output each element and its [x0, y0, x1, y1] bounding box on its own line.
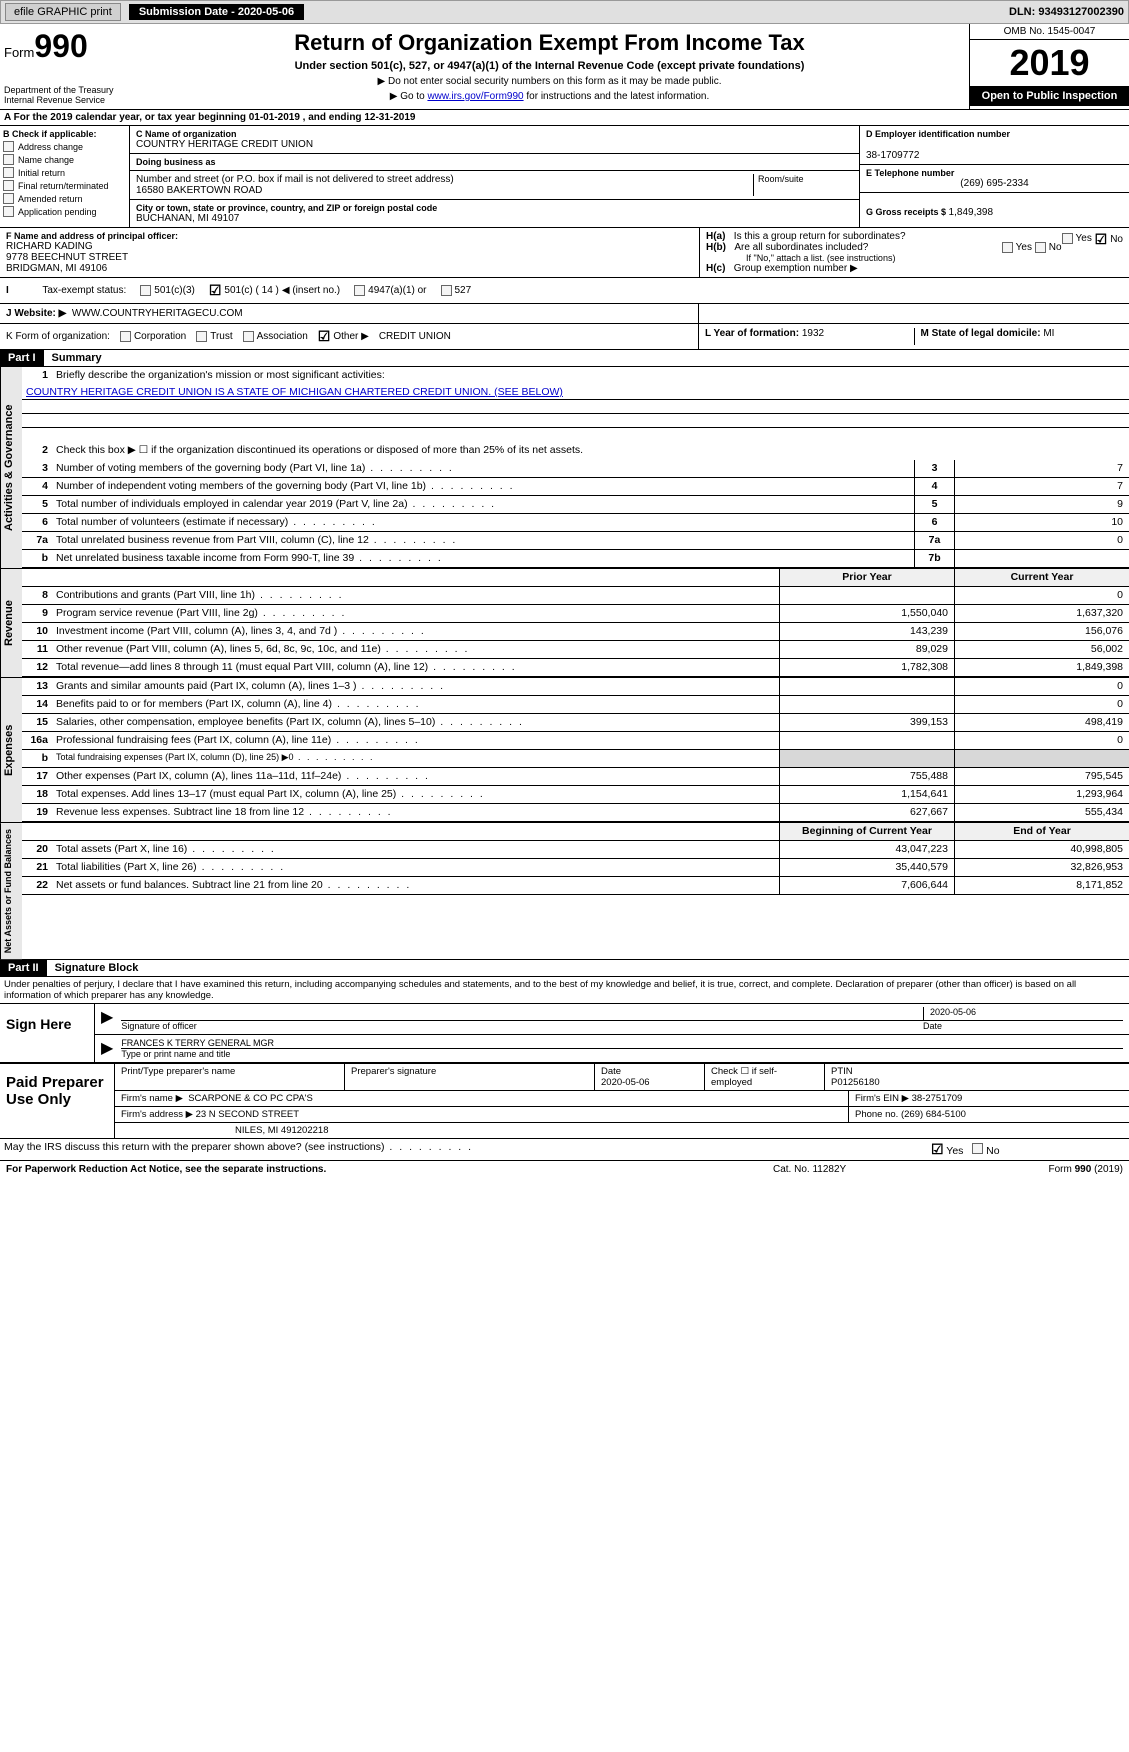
section-b-through-g: B Check if applicable: Address change Na… — [0, 126, 1129, 228]
discuss-row: May the IRS discuss this return with the… — [0, 1138, 1129, 1161]
dept-treasury: Department of the Treasury Internal Reve… — [4, 85, 126, 105]
sign-date: 2020-05-06 — [923, 1007, 1123, 1020]
table-row: 11Other revenue (Part VIII, column (A), … — [22, 641, 1129, 659]
form-number: Form990 — [4, 28, 126, 65]
chk-address-change[interactable] — [3, 141, 14, 152]
org-name-box: C Name of organization COUNTRY HERITAGE … — [130, 126, 859, 154]
phone-box: E Telephone number (269) 695-2334 — [860, 165, 1129, 193]
line-a-tax-year: A For the 2019 calendar year, or tax yea… — [0, 110, 1129, 126]
paid-preparer-section: Paid Preparer Use Only Print/Type prepar… — [0, 1063, 1129, 1138]
col-b-checkboxes: B Check if applicable: Address change Na… — [0, 126, 130, 227]
form-header: Form990 Department of the Treasury Inter… — [0, 24, 1129, 110]
chk-final-return[interactable] — [3, 180, 14, 191]
table-row: 17Other expenses (Part IX, column (A), l… — [22, 768, 1129, 786]
table-row: 12Total revenue—add lines 8 through 11 (… — [22, 659, 1129, 677]
tab-net-assets: Net Assets or Fund Balances — [0, 823, 22, 959]
chk-ha-no-checked: ☑ — [1095, 231, 1108, 248]
chk-527[interactable] — [441, 285, 452, 296]
sign-arrow-icon: ▶ — [101, 1007, 113, 1031]
chk-amended[interactable] — [3, 193, 14, 204]
chk-app-pending[interactable] — [3, 206, 14, 217]
open-public: Open to Public Inspection — [970, 86, 1129, 106]
tax-exempt-status: I Tax-exempt status: 501(c)(3) ☑501(c) (… — [0, 278, 1129, 304]
table-row: 5Total number of individuals employed in… — [22, 496, 1129, 514]
omb-number: OMB No. 1545-0047 — [970, 24, 1129, 40]
part1-header: Part I Summary — [0, 350, 1129, 367]
table-row: 21Total liabilities (Part X, line 26)35,… — [22, 859, 1129, 877]
table-row: bTotal fundraising expenses (Part IX, co… — [22, 750, 1129, 768]
paid-preparer-label: Paid Preparer Use Only — [0, 1064, 115, 1138]
instr-ssn: ▶ Do not enter social security numbers o… — [136, 76, 963, 87]
revenue-section: Revenue Prior Year Current Year 8Contrib… — [0, 569, 1129, 678]
chk-initial-return[interactable] — [3, 167, 14, 178]
main-title: Return of Organization Exempt From Incom… — [136, 30, 963, 56]
table-row: 7aTotal unrelated business revenue from … — [22, 532, 1129, 550]
sign-here-section: Sign Here ▶ 2020-05-06 Signature of offi… — [0, 1004, 1129, 1063]
current-year-hdr: Current Year — [954, 569, 1129, 586]
table-row: 13Grants and similar amounts paid (Part … — [22, 678, 1129, 696]
address-box: Number and street (or P.O. box if mail i… — [130, 171, 859, 200]
mission-link[interactable]: COUNTRY HERITAGE CREDIT UNION IS A STATE… — [26, 386, 563, 398]
city-box: City or town, state or province, country… — [130, 200, 859, 227]
efile-graphic-btn[interactable]: efile GRAPHIC print — [5, 3, 121, 21]
table-row: 8Contributions and grants (Part VIII, li… — [22, 587, 1129, 605]
net-assets-section: Net Assets or Fund Balances Beginning of… — [0, 823, 1129, 960]
sign-here-label: Sign Here — [0, 1004, 95, 1062]
table-row: 19Revenue less expenses. Subtract line 1… — [22, 804, 1129, 822]
tab-expenses: Expenses — [0, 678, 22, 822]
row-j-website: J Website: ▶ WWW.COUNTRYHERITAGECU.COM — [0, 304, 1129, 324]
dba-box: Doing business as — [130, 154, 859, 171]
chk-501c-checked: ☑ — [209, 282, 222, 299]
table-row: 15Salaries, other compensation, employee… — [22, 714, 1129, 732]
gross-receipts: G Gross receipts $ 1,849,398 — [860, 193, 1129, 221]
chk-trust[interactable] — [196, 331, 207, 342]
submission-date: Submission Date - 2020-05-06 — [129, 4, 304, 20]
chk-other-checked: ☑ — [318, 328, 331, 345]
table-row: 22Net assets or fund balances. Subtract … — [22, 877, 1129, 895]
chk-4947[interactable] — [354, 285, 365, 296]
chk-ha-yes[interactable] — [1062, 233, 1073, 244]
room-suite: Room/suite — [753, 174, 853, 196]
subtitle: Under section 501(c), 527, or 4947(a)(1)… — [136, 60, 963, 72]
chk-501c3[interactable] — [140, 285, 151, 296]
prior-year-hdr: Prior Year — [779, 569, 954, 586]
ein-box: D Employer identification number 38-1709… — [860, 126, 1129, 165]
table-row: 3Number of voting members of the governi… — [22, 460, 1129, 478]
table-row: bNet unrelated business taxable income f… — [22, 550, 1129, 568]
officer-name: FRANCES K TERRY GENERAL MGR — [121, 1038, 1123, 1049]
instr-link: ▶ Go to www.irs.gov/Form990 for instruct… — [136, 91, 963, 102]
eoy-hdr: End of Year — [954, 823, 1129, 840]
tab-revenue: Revenue — [0, 569, 22, 677]
table-row: 4Number of independent voting members of… — [22, 478, 1129, 496]
table-row: 10Investment income (Part VIII, column (… — [22, 623, 1129, 641]
chk-name-change[interactable] — [3, 154, 14, 165]
boy-hdr: Beginning of Current Year — [779, 823, 954, 840]
tab-governance: Activities & Governance — [0, 367, 22, 568]
governance-section: Activities & Governance 1Briefly describ… — [0, 367, 1129, 569]
table-row: 9Program service revenue (Part VIII, lin… — [22, 605, 1129, 623]
chk-corp[interactable] — [120, 331, 131, 342]
chk-hb-yes[interactable] — [1002, 242, 1013, 253]
dln: DLN: 93493127002390 — [1009, 6, 1124, 18]
tax-year: 2019 — [970, 40, 1129, 86]
sign-arrow-icon-2: ▶ — [101, 1038, 113, 1059]
table-row: 6Total number of volunteers (estimate if… — [22, 514, 1129, 532]
section-f-h: F Name and address of principal officer:… — [0, 228, 1129, 278]
top-bar: efile GRAPHIC print Submission Date - 20… — [0, 0, 1129, 24]
table-row: 16aProfessional fundraising fees (Part I… — [22, 732, 1129, 750]
table-row: 20Total assets (Part X, line 16)43,047,2… — [22, 841, 1129, 859]
footer: For Paperwork Reduction Act Notice, see … — [0, 1161, 1129, 1178]
part2-header: Part II Signature Block — [0, 960, 1129, 977]
chk-assoc[interactable] — [243, 331, 254, 342]
row-k-l-m: K Form of organization: Corporation Trus… — [0, 324, 1129, 350]
perjury-text: Under penalties of perjury, I declare th… — [0, 977, 1129, 1004]
irs-link[interactable]: www.irs.gov/Form990 — [427, 91, 523, 102]
table-row: 18Total expenses. Add lines 13–17 (must … — [22, 786, 1129, 804]
chk-discuss-yes: ☑ — [931, 1141, 944, 1157]
table-row: 14Benefits paid to or for members (Part … — [22, 696, 1129, 714]
chk-discuss-no[interactable] — [972, 1143, 983, 1154]
expenses-section: Expenses 13Grants and similar amounts pa… — [0, 678, 1129, 823]
chk-hb-no[interactable] — [1035, 242, 1046, 253]
